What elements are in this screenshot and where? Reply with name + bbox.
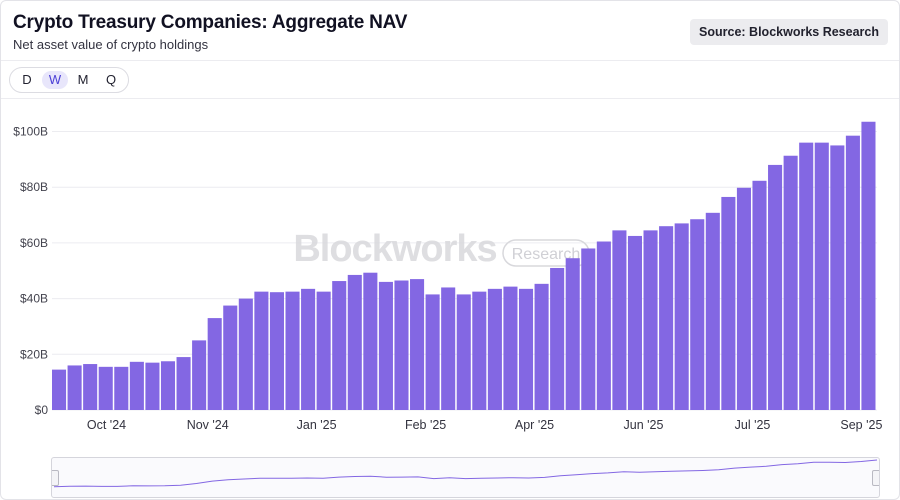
bar[interactable] <box>83 364 98 410</box>
period-button-day[interactable]: D <box>22 72 32 87</box>
bar[interactable] <box>363 272 378 410</box>
y-tick-label: $80B <box>20 180 48 194</box>
bar[interactable] <box>410 279 425 410</box>
bar[interactable] <box>285 291 300 410</box>
bar[interactable] <box>518 288 534 410</box>
bar[interactable] <box>503 286 518 410</box>
bar[interactable] <box>176 357 191 410</box>
bar-series <box>52 121 876 411</box>
bar[interactable] <box>472 291 487 410</box>
bar[interactable] <box>659 226 674 410</box>
bar[interactable] <box>783 155 798 410</box>
y-tick-label: $60B <box>20 236 48 250</box>
bar[interactable] <box>627 235 643 410</box>
bar[interactable] <box>814 142 829 410</box>
bar[interactable] <box>441 287 456 410</box>
navigator-right-handle[interactable] <box>872 470 879 486</box>
bar[interactable] <box>456 294 471 410</box>
bar[interactable] <box>316 291 331 410</box>
bar[interactable] <box>550 267 565 410</box>
bar[interactable] <box>721 196 736 410</box>
bar[interactable] <box>581 248 596 410</box>
period-button-quarter[interactable]: Q <box>105 72 117 87</box>
bar[interactable] <box>223 305 238 410</box>
range-navigator[interactable] <box>51 457 880 498</box>
y-tick-label: $20B <box>20 347 48 361</box>
x-tick-label: Jul '25 <box>735 418 771 432</box>
x-tick-label: Oct '24 <box>87 418 126 432</box>
bar[interactable] <box>207 318 222 410</box>
bar[interactable] <box>768 164 783 410</box>
chart-subtitle: Net asset value of crypto holdings <box>13 37 209 52</box>
bar[interactable] <box>799 142 814 410</box>
period-button-week[interactable]: W <box>42 71 68 89</box>
bar[interactable] <box>612 230 627 410</box>
bar[interactable] <box>674 223 689 410</box>
bar-chart: Blockworks Research $0 $20B $40B $60B $80B $1… <box>13 121 883 432</box>
watermark-brand: Blockworks <box>293 228 496 270</box>
period-button-month[interactable]: M <box>77 72 89 87</box>
watermark: Blockworks Research <box>293 228 590 270</box>
bar[interactable] <box>129 361 144 410</box>
bar[interactable] <box>534 283 549 410</box>
bar[interactable] <box>301 288 316 410</box>
bar[interactable] <box>378 281 393 410</box>
toolbar-divider <box>1 98 899 99</box>
bar[interactable] <box>52 369 67 410</box>
bar[interactable] <box>736 187 751 410</box>
x-tick-label: Apr '25 <box>515 418 554 432</box>
navigator-line <box>53 459 878 488</box>
y-axis: $0 $20B $40B $60B $80B $100B <box>13 125 48 418</box>
bar[interactable] <box>596 241 611 410</box>
navigator-left-handle[interactable] <box>52 470 59 486</box>
bar[interactable] <box>425 294 440 410</box>
source-badge: Source: Blockworks Research <box>690 19 888 45</box>
bar[interactable] <box>394 280 409 411</box>
x-axis: Oct '24 Nov '24 Jan '25 Feb '25 Apr '25 Jun '… <box>87 418 883 432</box>
y-tick-label: $100B <box>13 125 48 139</box>
bar[interactable] <box>192 340 207 411</box>
navigator-series-line <box>53 459 878 488</box>
bar[interactable] <box>643 230 658 410</box>
bar[interactable] <box>752 180 767 410</box>
bar[interactable] <box>269 292 284 410</box>
bar[interactable] <box>98 366 113 410</box>
bar[interactable] <box>145 362 160 410</box>
watermark-tag: Research <box>512 246 580 263</box>
y-tick-label: $0 <box>35 403 49 417</box>
bar[interactable] <box>67 365 82 410</box>
x-tick-label: Feb '25 <box>405 418 446 432</box>
period-selector: D W M Q <box>9 67 129 93</box>
bar[interactable] <box>347 274 362 410</box>
bar[interactable] <box>861 121 876 410</box>
bar[interactable] <box>254 291 269 410</box>
x-tick-label: Jun '25 <box>624 418 664 432</box>
bar[interactable] <box>238 298 253 410</box>
bar[interactable] <box>332 281 347 410</box>
bar[interactable] <box>114 366 129 410</box>
bar[interactable] <box>487 288 502 410</box>
bar[interactable] <box>690 219 705 410</box>
x-tick-label: Nov '24 <box>187 418 229 432</box>
bar[interactable] <box>160 361 176 410</box>
bar[interactable] <box>565 258 580 410</box>
bar[interactable] <box>845 135 860 410</box>
x-tick-label: Jan '25 <box>297 418 337 432</box>
bar[interactable] <box>830 145 845 410</box>
chart-title: Crypto Treasury Companies: Aggregate NAV <box>13 12 408 33</box>
header-divider <box>1 60 899 61</box>
y-tick-label: $40B <box>20 292 48 306</box>
bar[interactable] <box>705 212 720 410</box>
x-tick-label: Sep '25 <box>840 418 882 432</box>
